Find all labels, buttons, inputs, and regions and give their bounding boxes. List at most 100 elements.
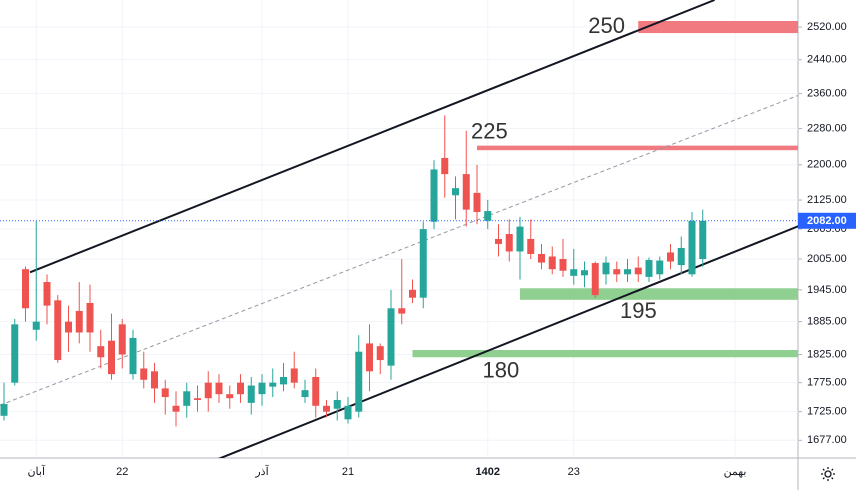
candle-body [559,259,567,271]
candle-body [290,368,298,383]
x-tick-label: آبان [27,465,45,478]
candle-body [301,390,309,398]
zone [520,288,798,300]
candle-body [258,382,266,395]
candle-body [237,382,244,395]
zone [412,350,798,358]
candle-body [366,343,373,372]
candle-body [634,267,642,275]
last-price-label: 2082.00 [807,215,847,227]
y-tick-label: 1677.00 [807,434,847,446]
candle-body [613,269,621,275]
candle-body [699,220,707,260]
candle-body [172,405,180,412]
x-tick-label: 1402 [476,466,500,478]
candle-body [323,405,330,412]
y-tick-label: 2005.00 [807,253,847,265]
last-price-box [798,212,856,229]
candle-body [688,220,696,275]
candle-body [151,371,158,389]
candle-body [97,346,105,358]
candle-body [75,310,83,333]
candle-body [204,382,212,399]
y-tick-label: 2360.00 [807,87,847,99]
y-tick-label: 1945.00 [807,284,847,296]
candle-body [32,321,40,330]
candle-body [226,394,234,399]
candle-body [118,324,126,355]
candle-body [387,308,395,366]
y-tick-label: 1725.00 [807,406,847,418]
zone [638,20,798,34]
candle-body [129,337,137,375]
candle-body [441,157,449,175]
candle-body [462,174,470,210]
candle-body [280,376,287,385]
candle-body [54,300,62,361]
candle-body [516,226,524,252]
candle-body [108,340,115,375]
x-tick-label: آذر [254,465,269,478]
y-tick-label: 2125.00 [807,194,847,206]
y-tick-label: 1885.00 [807,316,847,328]
candle-body [473,192,481,213]
candle-body [452,188,459,196]
candle-body [0,404,8,416]
candle-body [312,376,320,406]
candle-body [43,282,51,306]
zone-label: 195 [620,298,657,323]
candle-body [11,324,19,383]
candle-body [409,289,416,298]
x-tick-label: 23 [568,466,580,478]
candle-body [344,405,352,420]
x-tick-label: بهمن [724,466,747,478]
candle-body [333,399,341,409]
candle-body [495,238,502,244]
y-tick-label: 1775.00 [807,377,847,389]
candle-body [140,368,148,380]
candle-body [624,269,631,275]
candle-body [22,269,29,309]
candle-body [527,238,535,254]
candle-body [677,247,685,266]
candle-body [398,308,406,314]
candle-body [667,252,674,262]
settings-icon[interactable] [821,467,835,481]
candle-body [355,351,363,412]
candle-body [538,253,545,263]
candle-body [591,263,599,296]
candle-body [376,346,384,361]
zone-label: 225 [471,119,508,144]
y-tick-label: 2520.00 [807,21,847,33]
x-tick-label: 21 [342,466,354,478]
x-tick-label: 22 [116,466,128,478]
candle-body [548,256,556,270]
candle-body [183,391,191,406]
candle-body [656,260,664,275]
plot [0,0,798,458]
candle-body [86,302,94,333]
candle-body [247,385,255,403]
candle-body [65,321,72,333]
y-tick-label: 2440.00 [807,54,847,66]
candle-body [645,260,653,277]
candle-body [581,270,588,276]
trend-line [29,0,715,274]
candle-body [419,229,427,298]
candle-body [570,269,578,276]
zone [477,145,798,151]
candle-body [505,234,513,252]
candle-body [430,169,438,222]
candle-body [215,382,223,395]
zone-label: 180 [483,357,520,382]
candle-body [602,262,610,275]
trend-line [218,225,798,458]
y-tick-label: 2280.00 [807,122,847,134]
zone-label: 250 [588,13,625,38]
candle-body [484,211,492,221]
candle-body [161,388,169,398]
candle-body [269,382,277,387]
y-tick-label: 1825.00 [807,348,847,360]
y-tick-label: 2200.00 [807,159,847,171]
